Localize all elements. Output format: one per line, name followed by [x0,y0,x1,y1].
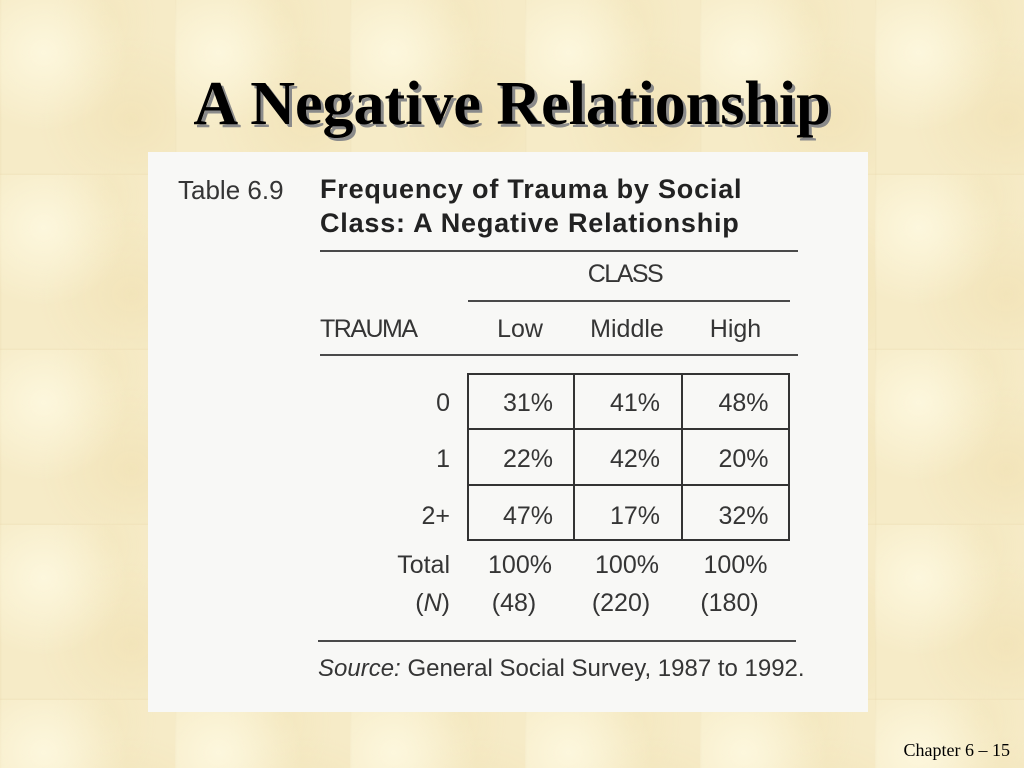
table-scan: Table 6.9 Frequency of Trauma by Social … [148,152,868,712]
cell-2-high: 32% [718,502,769,530]
source-text: General Social Survey, 1987 to 1992. [407,655,805,682]
cell-0-middle: 41% [609,389,661,417]
cell-2-middle: 17% [609,502,661,530]
source-note: Source: General Social Survey, 1987 to 19… [318,657,805,681]
total-middle: 100% [595,551,659,579]
rule-top [320,250,798,252]
column-header-low: Low [497,315,543,343]
cell-1-high: 20% [718,445,769,473]
rule-header [320,354,798,356]
n-label-symbol: N [423,589,442,617]
cell-0-low: 31% [502,389,554,417]
n-label-open: ( [415,589,424,617]
table-number: Table 6.9 [178,175,284,205]
cell-1-middle: 42% [609,445,661,473]
row-label-2-plus: 2+ [421,502,450,530]
rule-bottom [318,640,796,642]
data-grid [467,373,790,541]
grid-divider-horizontal [469,428,788,430]
grid-divider-horizontal [469,484,788,486]
column-header-middle: Middle [590,315,664,343]
n-high: (180) [700,589,759,617]
cell-2-low: 47% [502,502,554,530]
total-high: 100% [703,551,768,579]
source-label: Source: [318,655,401,682]
slide-footer: Chapter 6 – 15 [903,740,1010,760]
cell-1-low: 22% [502,445,554,473]
column-group-label: CLASS [587,260,664,288]
row-header-label: TRAUMA [320,315,418,343]
grid-divider-vertical [681,375,683,539]
n-label-close: ) [441,589,450,617]
row-label-1: 1 [436,445,450,473]
table-caption-line-1: Frequency of Trauma by Social [320,174,743,204]
cell-0-high: 48% [718,389,769,417]
column-header-high: High [709,315,762,343]
grid-divider-vertical [573,375,575,539]
n-middle: (220) [591,589,651,617]
total-low: 100% [488,551,552,579]
total-label: Total [397,551,450,579]
n-label: (N) [348,591,450,616]
rule-column-group [468,300,790,302]
slide-title: A Negative Relationship [193,70,831,138]
row-label-0: 0 [436,389,450,417]
table-caption-line-2: Class: A Negative Relationship [320,208,740,238]
n-low: (48) [491,589,537,617]
